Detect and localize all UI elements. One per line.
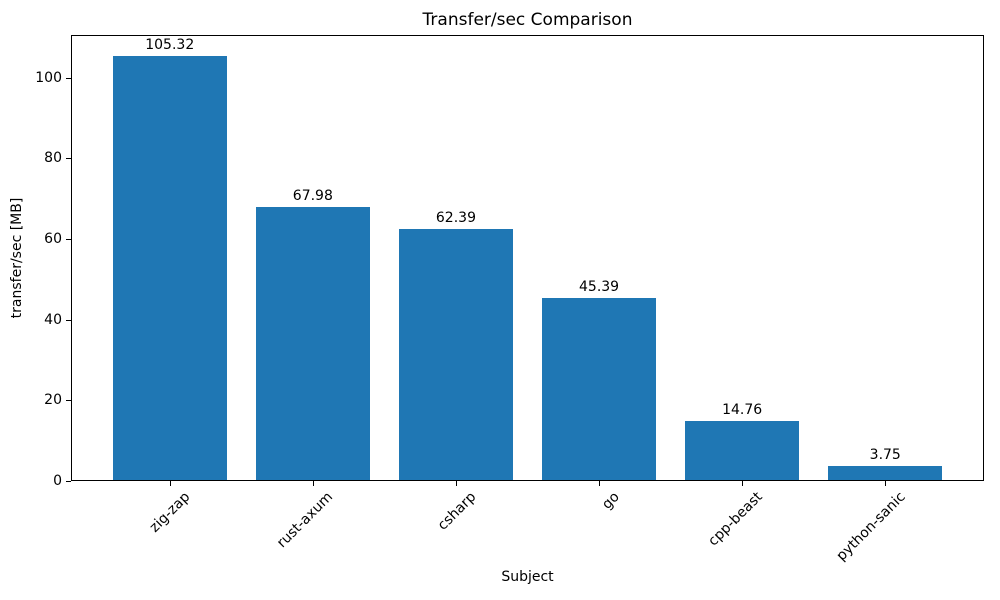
bar-value-label: 14.76	[722, 402, 763, 419]
x-tick-mark	[885, 481, 887, 486]
chart-title: Transfer/sec Comparison	[422, 10, 633, 30]
bar-value-label: 105.32	[145, 37, 195, 54]
x-tick-label-go: go	[599, 489, 623, 513]
x-tick-label-rust-axum: rust-axum	[273, 489, 337, 552]
y-tick-label: 80	[44, 150, 62, 167]
x-tick-mark	[312, 481, 314, 486]
y-tick-label: 100	[35, 69, 62, 86]
y-tick-mark	[66, 77, 71, 79]
x-tick-label-python-sanic: python-sanic	[833, 489, 909, 565]
bar-csharp	[398, 229, 514, 480]
y-tick-mark	[66, 319, 71, 321]
y-tick-label: 20	[44, 392, 62, 409]
bar-value-label: 45.39	[579, 278, 620, 295]
y-tick-label: 60	[44, 231, 62, 248]
x-tick-mark	[599, 481, 601, 486]
bar-cpp-beast	[684, 421, 800, 480]
y-tick-mark	[66, 158, 71, 160]
bar-rust-axum	[255, 206, 371, 480]
x-tick-mark	[455, 481, 457, 486]
x-tick-mark	[742, 481, 744, 486]
x-tick-label-zig-zap: zig-zap	[146, 489, 194, 536]
bar-value-label: 3.75	[869, 446, 901, 463]
y-tick-label: 40	[44, 311, 62, 328]
bar-zig-zap	[112, 56, 227, 480]
x-tick-mark	[169, 481, 171, 486]
y-tick-mark	[66, 400, 71, 402]
bar-value-label: 67.98	[292, 187, 333, 204]
x-tick-label-csharp: csharp	[434, 489, 480, 534]
bar-go	[541, 297, 657, 480]
x-tick-label-cpp-beast: cpp-beast	[705, 489, 766, 550]
y-tick-mark	[66, 481, 71, 482]
y-tick-mark	[66, 239, 71, 241]
x-axis-label: Subject	[501, 569, 554, 585]
bar-python-sanic	[828, 465, 943, 480]
bar-value-label: 62.39	[435, 210, 476, 227]
y-tick-label: 0	[53, 473, 62, 489]
